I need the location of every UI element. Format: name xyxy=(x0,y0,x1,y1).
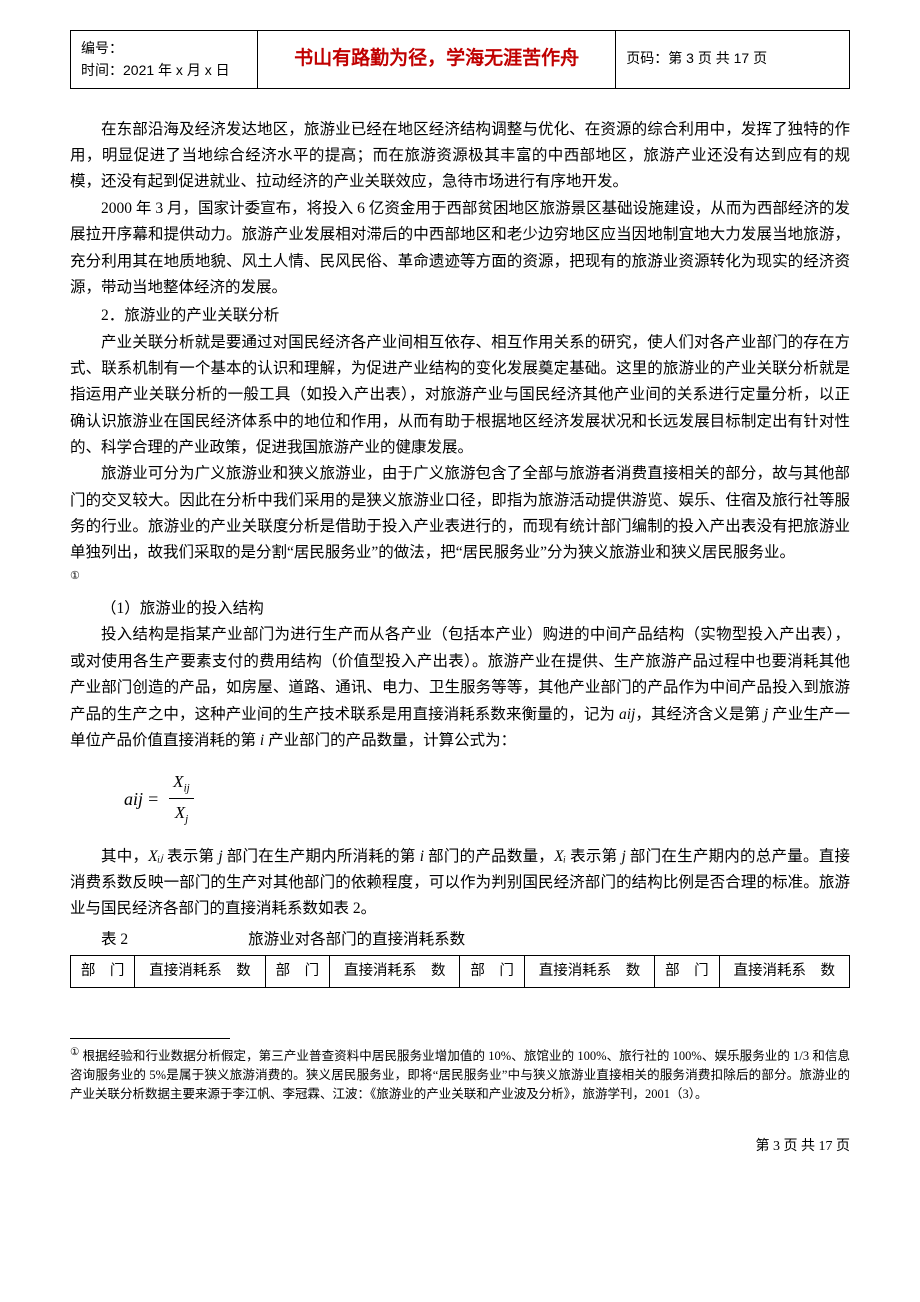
th-coef: 直接消耗系 数 xyxy=(524,955,654,987)
section-2-title: 2．旅游业的产业关联分析 xyxy=(70,303,850,329)
table-title: 旅游业对各部门的直接消耗系数 xyxy=(248,927,465,953)
footnote-marker-inline: ① xyxy=(70,567,850,595)
th-dept: 部 门 xyxy=(265,955,329,987)
th-coef: 直接消耗系 数 xyxy=(719,955,849,987)
th-dept: 部 门 xyxy=(71,955,135,987)
subsection-1-title: （1）旅游业的投入结构 xyxy=(70,596,850,622)
th-dept: 部 门 xyxy=(655,955,719,987)
header-motto: 书山有路勤为径，学海无涯苦作舟 xyxy=(257,31,615,89)
formula-fraction: Xij Xj xyxy=(169,768,194,829)
formula-lhs: aij xyxy=(124,784,143,815)
paragraph-6: 其中，Xᵢⱼ 表示第 j 部门在生产期内所消耗的第 i 部门的产品数量，Xᵢ 表… xyxy=(70,844,850,923)
page-footer: 第 3 页 共 17 页 xyxy=(70,1135,850,1159)
formula-eq: = xyxy=(147,784,159,815)
header-table: 编号： 时间：2021 年 x 月 x 日 书山有路勤为径，学海无涯苦作舟 页码… xyxy=(70,30,850,89)
table-2-caption: 表 2 旅游业对各部门的直接消耗系数 xyxy=(70,927,850,953)
footnote-separator xyxy=(70,1038,230,1039)
footnote-text: 根据经验和行业数据分析假定，第三产业普查资料中居民服务业增加值的 10%、旅馆业… xyxy=(70,1049,850,1102)
paragraph-3: 产业关联分析就是要通过对国民经济各产业间相互依存、相互作用关系的研究，使人们对各… xyxy=(70,330,850,462)
doc-id-label: 编号： xyxy=(81,37,247,59)
table-2: 部 门 直接消耗系 数 部 门 直接消耗系 数 部 门 直接消耗系 数 部 门 … xyxy=(70,955,850,988)
paragraph-4-text: 旅游业可分为广义旅游业和狭义旅游业，由于广义旅游包含了全部与旅游者消费直接相关的… xyxy=(70,465,850,561)
table-number: 表 2 xyxy=(70,927,128,953)
paragraph-5: 投入结构是指某产业部门为进行生产而从各产业（包括本产业）购进的中间产品结构（实物… xyxy=(70,622,850,754)
header-left: 编号： 时间：2021 年 x 月 x 日 xyxy=(71,31,258,89)
th-dept: 部 门 xyxy=(460,955,524,987)
formula-aij: aij = Xij Xj xyxy=(124,768,850,829)
footnote-marker: ① xyxy=(70,1047,79,1058)
paragraph-4: 旅游业可分为广义旅游业和狭义旅游业，由于广义旅游包含了全部与旅游者消费直接相关的… xyxy=(70,461,850,566)
header-page: 页码：第 3 页 共 17 页 xyxy=(616,31,850,89)
th-coef: 直接消耗系 数 xyxy=(330,955,460,987)
paragraph-2: 2000 年 3 月，国家计委宣布，将投入 6 亿资金用于西部贫困地区旅游景区基… xyxy=(70,196,850,301)
th-coef: 直接消耗系 数 xyxy=(135,955,265,987)
doc-date: 时间：2021 年 x 月 x 日 xyxy=(81,59,247,81)
table-row: 部 门 直接消耗系 数 部 门 直接消耗系 数 部 门 直接消耗系 数 部 门 … xyxy=(71,955,850,987)
paragraph-1: 在东部沿海及经济发达地区，旅游业已经在地区经济结构调整与优化、在资源的综合利用中… xyxy=(70,117,850,196)
footnote-1: ① 根据经验和行业数据分析假定，第三产业普查资料中居民服务业增加值的 10%、旅… xyxy=(70,1045,850,1105)
